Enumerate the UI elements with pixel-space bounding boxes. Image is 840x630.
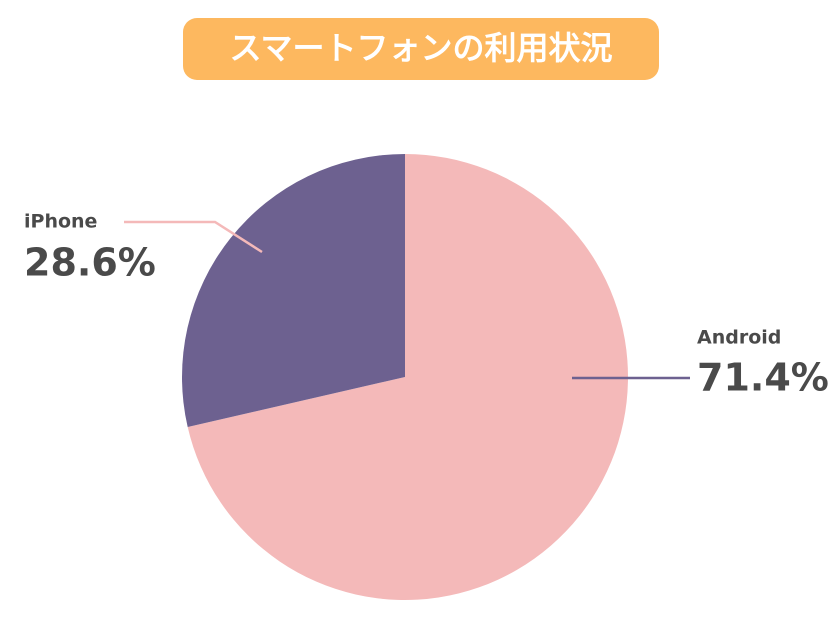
title-badge bbox=[183, 18, 659, 80]
chart-title: スマートフォンの利用状況 bbox=[229, 29, 612, 67]
pie-slice bbox=[182, 154, 405, 428]
slice-value-label: 71.4% bbox=[697, 356, 829, 400]
slice-category: Android bbox=[697, 327, 781, 349]
leader-line bbox=[124, 220, 263, 254]
pie-slice bbox=[187, 154, 628, 600]
slice-value-label: 28.6% bbox=[24, 241, 156, 285]
slice-category: iPhone bbox=[24, 211, 97, 233]
